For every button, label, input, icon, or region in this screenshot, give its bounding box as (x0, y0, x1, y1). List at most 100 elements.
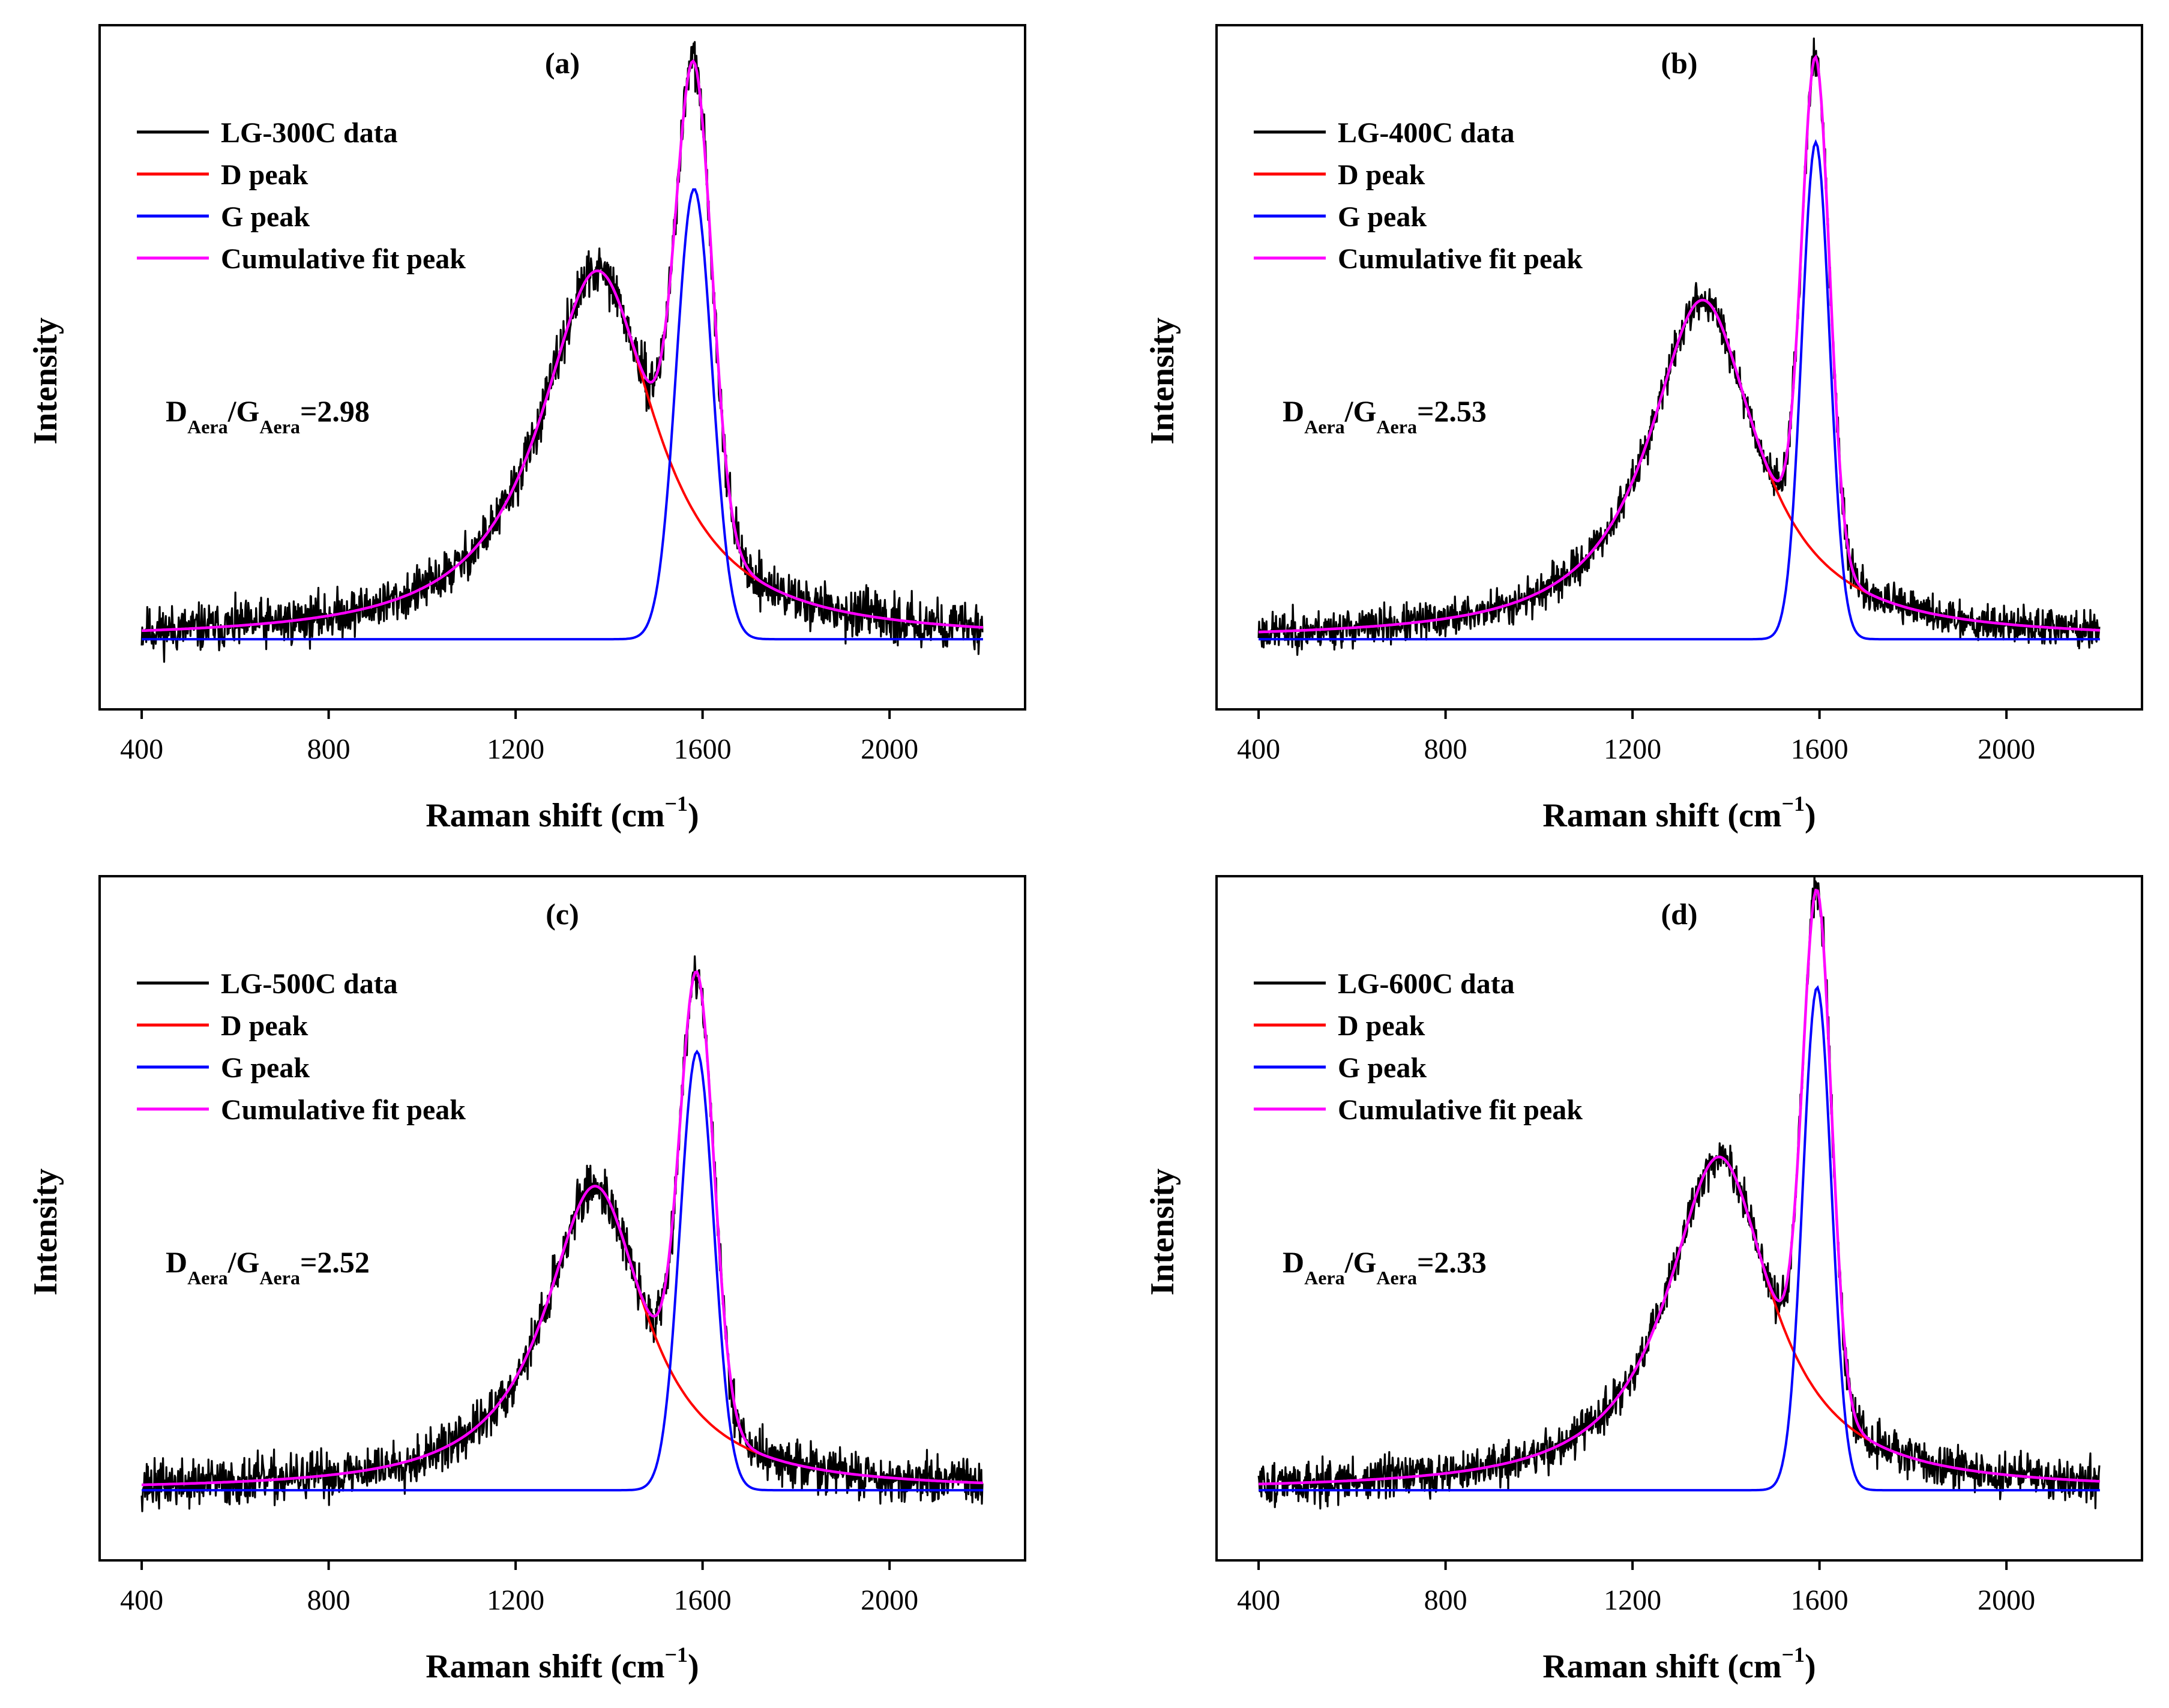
x-tick-label: 1600 (674, 733, 732, 765)
x-tick-label: 2000 (1978, 1584, 2035, 1616)
cumulative-fit-line (1259, 54, 2101, 634)
d-peak-line (142, 1185, 983, 1487)
legend-d-peak-label: D peak (1338, 1010, 1425, 1042)
x-axis-label: Raman shift (cm−1) (1542, 1643, 1816, 1685)
plot-area (1257, 37, 2101, 656)
ratio-sub: Aera (259, 416, 300, 438)
d-peak-line (1259, 1155, 2100, 1485)
x-axis-label-sup: −1 (665, 1643, 688, 1667)
x-tick-label: 400 (1237, 733, 1280, 765)
legend-d-peak-label: D peak (221, 1010, 308, 1042)
legend-fit-label: Cumulative fit peak (221, 243, 466, 275)
x-tick-label: 1200 (1604, 733, 1661, 765)
ratio-d: D (1283, 394, 1304, 428)
ratio-sub: Aera (1376, 1267, 1417, 1289)
g-peak-line (1259, 985, 2100, 1492)
legend-data-label: LG-600C data (1338, 968, 1515, 1000)
y-axis-label: Intensity (27, 1168, 64, 1296)
data-series-line (140, 41, 984, 663)
x-axis-label-sup: −1 (1782, 792, 1805, 816)
x-tick-label: 1600 (1791, 1584, 1849, 1616)
cumulative-fit-line (1259, 888, 2100, 1486)
x-axis-label: Raman shift (cm−1) (1542, 792, 1816, 834)
legend-g-peak-label: G peak (1338, 1052, 1427, 1084)
x-axis-label-sup: −1 (665, 792, 688, 816)
legend-data-label: LG-500C data (221, 968, 398, 1000)
x-tick-label: 400 (120, 733, 163, 765)
x-tick-label: 800 (307, 733, 350, 765)
legend-fit-label: Cumulative fit peak (1338, 243, 1583, 275)
ratio-sub: Aera (1304, 416, 1345, 438)
ratio-slash: /G (227, 1245, 260, 1279)
x-axis-label-sup: −1 (1782, 1643, 1805, 1667)
g-peak-line (1259, 139, 2100, 641)
ratio-sub: Aera (259, 1267, 300, 1289)
ratio-sub: Aera (1376, 416, 1417, 438)
ratio-sub: Aera (1304, 1267, 1345, 1289)
d-peak-line (1259, 299, 2101, 634)
legend-d-peak-label: D peak (221, 159, 308, 191)
legend-g-peak-label: G peak (221, 201, 310, 233)
x-tick-label: 2000 (1978, 733, 2035, 765)
g-peak-line (142, 188, 983, 641)
panel-b-frame (1215, 24, 2143, 711)
legend-d-peak-label: D peak (1338, 159, 1425, 191)
d-peak-line (142, 269, 984, 632)
panel-a: 400 800 1200 1600 2000 Raman shift (cm−1) Inte… (27, 24, 1026, 834)
ratio-slash: /G (227, 394, 260, 428)
legend-g-peak-label: G peak (1338, 201, 1427, 233)
panel-d: 400 800 1200 1600 2000 Raman shift (cm−1) Inte… (1144, 875, 2143, 1685)
ratio-annotation: DAera/GAera=2.33 (1283, 1245, 1487, 1289)
x-axis-label: Raman shift (cm−1) (426, 792, 699, 834)
x-axis-label-text: Raman shift (cm (426, 1648, 664, 1685)
ratio-d: D (166, 394, 187, 428)
ratio-sub: Aera (187, 1267, 228, 1289)
x-axis-label-text: Raman shift (cm (426, 797, 664, 834)
panel-c: 400 800 1200 1600 2000 Raman shift (cm−1) Inte… (27, 875, 1026, 1685)
x-axis-label-text: Raman shift (cm (1542, 1648, 1781, 1685)
legend-g-peak-label: G peak (221, 1052, 310, 1084)
x-tick-label: 800 (1424, 1584, 1467, 1616)
panel-c-frame (98, 875, 1026, 1562)
x-tick-label: 2000 (861, 733, 918, 765)
legend-fit-label: Cumulative fit peak (221, 1094, 466, 1126)
x-tick-label: 1200 (487, 1584, 544, 1616)
x-tick-label: 2000 (861, 1584, 918, 1616)
x-tick-label: 800 (307, 1584, 350, 1616)
x-tick-label: 1200 (487, 733, 544, 765)
x-axis-label-text: Raman shift (cm (1542, 797, 1781, 834)
ratio-value: =2.33 (1417, 1245, 1487, 1279)
ratio-annotation: DAera/GAera=2.98 (166, 394, 370, 438)
legend-data-label: LG-400C data (1338, 117, 1515, 149)
plot-area (1257, 877, 2101, 1510)
x-tick-label: 1200 (1604, 1584, 1661, 1616)
x-axis-label-close: ) (688, 797, 699, 834)
ratio-slash: /G (1344, 394, 1377, 428)
ratio-slash: /G (1344, 1245, 1377, 1279)
panel-b: 400 800 1200 1600 2000 Raman shift (cm−1) Inte… (1144, 24, 2143, 834)
panel-a-frame (98, 24, 1026, 711)
legend-data-label: LG-300C data (221, 117, 398, 149)
x-axis-label: Raman shift (cm−1) (426, 1643, 699, 1685)
plot-area (140, 955, 984, 1512)
ratio-value: =2.53 (1417, 394, 1487, 428)
data-series-line (140, 955, 984, 1512)
ratio-annotation: DAera/GAera=2.52 (166, 1245, 370, 1289)
x-axis-label-close: ) (688, 1648, 699, 1685)
legend-fit-label: Cumulative fit peak (1338, 1094, 1583, 1126)
panel-d-frame (1215, 875, 2143, 1562)
ratio-annotation: DAera/GAera=2.53 (1283, 394, 1487, 438)
x-tick-label: 1600 (674, 1584, 732, 1616)
x-axis-label-close: ) (1805, 797, 1816, 834)
panel-title: (a) (545, 46, 580, 80)
g-peak-line (142, 1049, 983, 1492)
ratio-d: D (1283, 1245, 1304, 1279)
panel-title: (b) (1661, 46, 1697, 80)
x-tick-label: 800 (1424, 733, 1467, 765)
data-series-line (1257, 37, 2101, 656)
y-axis-label: Intensity (27, 317, 64, 445)
x-tick-label: 400 (1237, 1584, 1280, 1616)
panel-title: (c) (546, 897, 579, 931)
ratio-value: =2.52 (300, 1245, 370, 1279)
